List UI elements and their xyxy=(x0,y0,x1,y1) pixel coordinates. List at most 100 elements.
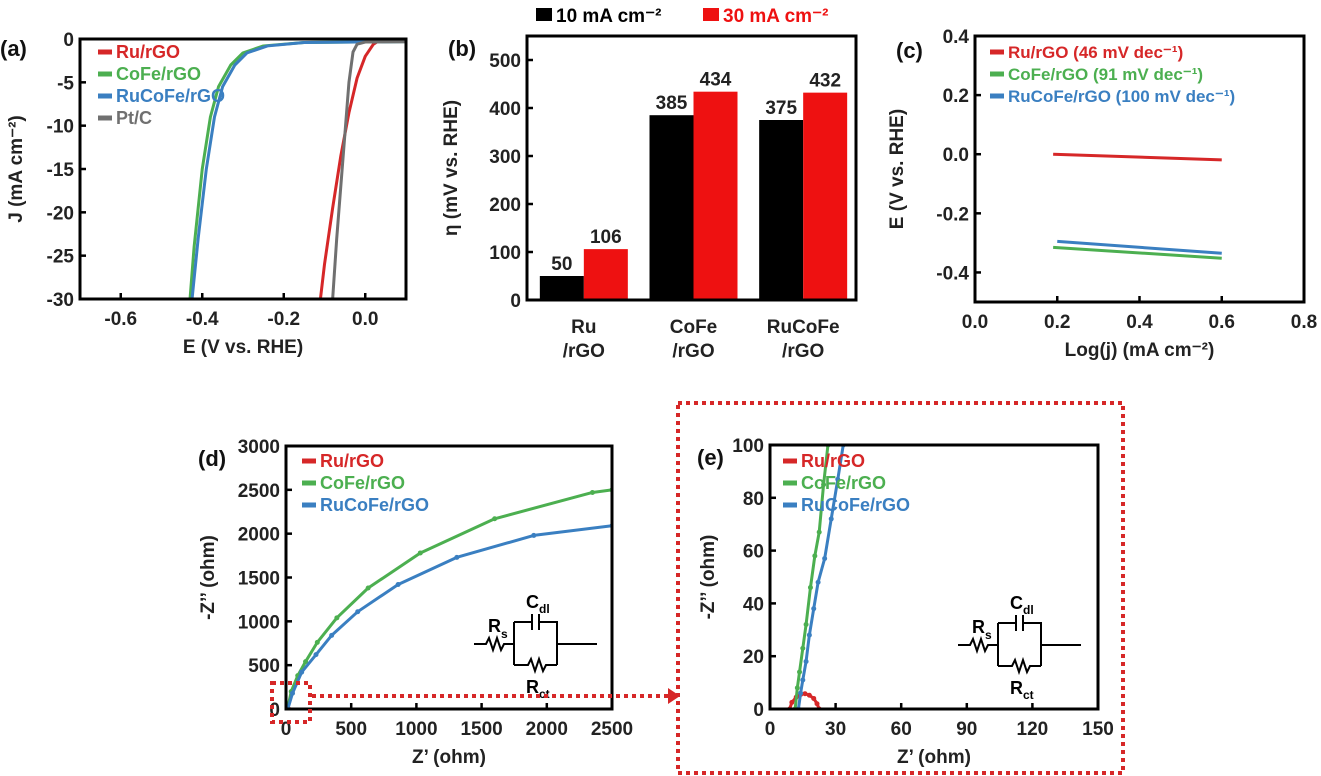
y-tick-label: 2000 xyxy=(238,525,280,546)
resistor-rct-icon xyxy=(998,656,1041,676)
legend-label: RuCoFe/rGO xyxy=(801,495,910,515)
data-point xyxy=(806,692,812,698)
series-line-cofergo xyxy=(188,40,406,299)
bar-10mA xyxy=(649,115,694,300)
data-point xyxy=(812,553,818,559)
data-point xyxy=(800,677,806,683)
y-tick-label: 100 xyxy=(732,436,764,457)
bar-value-label: 434 xyxy=(700,70,732,91)
legend-label: 10 mA cm⁻² xyxy=(556,6,661,27)
y-tick-label: 500 xyxy=(248,656,280,677)
series-line-rucofergomvdec xyxy=(1057,239,1222,255)
resistor-rct-icon xyxy=(514,655,557,675)
x-tick-label: 1000 xyxy=(395,719,437,740)
bar-value-label: 50 xyxy=(551,254,572,275)
x-tick-label: 0 xyxy=(281,719,292,740)
y-tick-label: 80 xyxy=(743,489,764,510)
data-point xyxy=(815,579,821,585)
data-point xyxy=(828,516,834,522)
category-label: /rGO xyxy=(563,341,605,362)
y-tick-label: 0 xyxy=(63,30,74,51)
circuit-label: s xyxy=(985,628,992,642)
data-point xyxy=(313,652,319,658)
y-tick-label: -0.2 xyxy=(936,204,969,225)
y-axis-label: η (mV vs. RHE) xyxy=(441,100,462,236)
x-tick-label: 0.2 xyxy=(1044,312,1070,333)
x-axis-label: Log(j) (mA cm⁻²) xyxy=(1065,340,1215,361)
y-tick-label: 1000 xyxy=(238,612,280,633)
y-tick-label: 300 xyxy=(489,147,521,168)
data-point xyxy=(365,585,371,591)
series-line-cofergo xyxy=(793,445,830,709)
y-tick-label: -30 xyxy=(47,290,74,311)
data-point xyxy=(355,609,361,615)
legend-label: 30 mA cm⁻² xyxy=(723,6,828,27)
y-axis-label: J (mA cm⁻²) xyxy=(6,115,27,223)
circuit-label: R xyxy=(526,677,539,697)
x-axis-label: Z’ (ohm) xyxy=(412,747,486,768)
data-point xyxy=(531,532,537,538)
legend-label: RuCoFe/rGO xyxy=(116,86,225,106)
x-tick-label: 2000 xyxy=(526,719,568,740)
legend-label: Ru/rGO xyxy=(320,451,384,471)
y-tick-label: 0.4 xyxy=(943,27,970,48)
data-point xyxy=(803,622,809,628)
circuit-label: dl xyxy=(539,602,550,616)
x-tick-label: 150 xyxy=(1082,719,1114,740)
circuit-label: ct xyxy=(1023,688,1034,702)
category-label: RuCoFe xyxy=(767,317,840,338)
panel-e: (e) 0 30 60 90 120 150 0 20 40 60 80 100 Z’ (ohm) -Z’’… xyxy=(697,436,1114,768)
data-point xyxy=(589,489,595,495)
data-point xyxy=(806,632,812,638)
legend-swatch xyxy=(703,8,719,21)
data-point xyxy=(807,585,813,591)
data-point xyxy=(303,659,309,665)
y-axis-label: E (V vs. RHE) xyxy=(887,109,908,229)
y-tick-label: -20 xyxy=(47,203,74,224)
y-tick-label: 1500 xyxy=(238,569,280,590)
panel-a: (a) -0.6 -0.4 -0.2 0.0 0 -5 -10 -15 -20 -25 -30 E (V… xyxy=(0,30,408,358)
x-tick-label: 0.6 xyxy=(1209,312,1235,333)
data-point xyxy=(811,695,817,701)
x-axis-label: E (V vs. RHE) xyxy=(183,337,303,358)
y-tick-label: 500 xyxy=(489,51,521,72)
data-point xyxy=(798,690,804,696)
data-point xyxy=(802,691,808,697)
bar-value-label: 375 xyxy=(765,98,797,119)
bar-30mA xyxy=(693,91,738,301)
y-tick-label: 200 xyxy=(489,195,521,216)
category-label: Ru xyxy=(571,317,596,338)
data-point xyxy=(835,476,841,482)
y-tick-label: -0.4 xyxy=(936,263,969,284)
zoom-indicator xyxy=(270,401,1125,775)
zoom-region-box xyxy=(270,681,312,724)
y-tick-label: -10 xyxy=(47,117,74,138)
legend-label: CoFe/rGO (91 mV dec⁻¹) xyxy=(1008,65,1203,84)
series-line-rucofergo xyxy=(190,40,406,299)
x-tick-label: 1500 xyxy=(460,719,502,740)
series-line-rurgo xyxy=(318,40,406,299)
panel-label: (a) xyxy=(0,36,27,61)
legend-label: RuCoFe/rGO xyxy=(320,495,429,515)
data-point xyxy=(789,699,795,705)
x-tick-label: 120 xyxy=(1017,719,1049,740)
legend-label: CoFe/rGO xyxy=(801,473,886,493)
circuit-wire xyxy=(1023,622,1042,666)
bar-30mA xyxy=(583,249,628,300)
data-point xyxy=(794,685,800,691)
data-point xyxy=(395,582,401,588)
panel-label: (e) xyxy=(697,445,724,470)
x-tick-label: 90 xyxy=(956,719,977,740)
legend-swatch xyxy=(536,8,552,21)
panel-label: (d) xyxy=(198,446,226,471)
y-tick-label: -5 xyxy=(57,73,74,94)
panel-b: (b) 50 106 Ru/rGO 385 434 CoFe/rGO 375 432 RuCoFe… xyxy=(441,6,858,362)
plot-area-d xyxy=(286,487,612,709)
x-tick-label: 2500 xyxy=(591,719,633,740)
legend-label: CoFe/rGO xyxy=(320,473,405,493)
data-point xyxy=(454,554,460,560)
category-label: /rGO xyxy=(782,341,824,362)
legend-label: RuCoFe/rGO (100 mV dec⁻¹) xyxy=(1008,87,1235,106)
circuit-label: R xyxy=(488,616,501,636)
bar-value-label: 385 xyxy=(656,93,688,114)
